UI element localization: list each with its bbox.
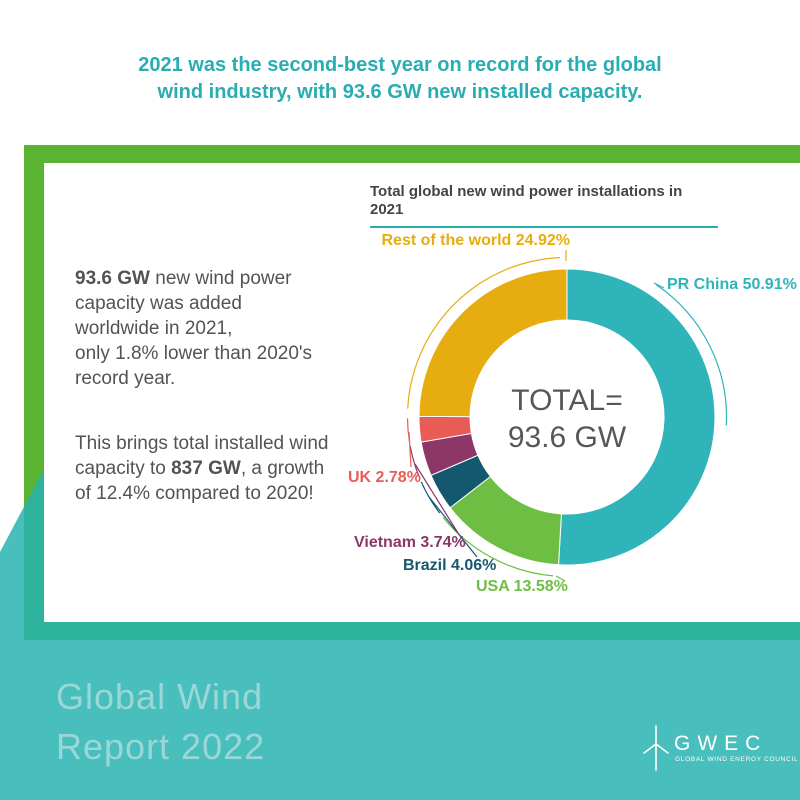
chart-title: Total global new wind power installation… <box>370 183 718 228</box>
capacity-added-bold: 93.6 GW <box>75 268 150 289</box>
summary-paragraph-2: This brings total installed wind capacit… <box>75 431 330 506</box>
label-pr-china: PR China 50.91% <box>667 276 797 293</box>
report-title: Global Wind Report 2022 <box>56 676 266 767</box>
headline: 2021 was the second-best year on record … <box>138 54 662 103</box>
label-vietnam: Vietnam 3.74% <box>354 534 466 551</box>
summary-paragraph-1: 93.6 GW new wind power capacity was adde… <box>75 266 330 391</box>
donut-center-total: TOTAL= 93.6 GW <box>507 384 627 454</box>
gwec-logo-text: GWEC <box>674 732 768 755</box>
total-capacity-bold: 837 GW <box>171 458 241 479</box>
label-brazil: Brazil 4.06% <box>403 557 497 574</box>
gwec-logo: GWEC GLOBAL WIND ENERGY COUNCIL <box>640 720 798 780</box>
gwec-logo-tagline: GLOBAL WIND ENERGY COUNCIL <box>675 756 799 763</box>
label-usa: USA 13.58% <box>476 578 568 595</box>
wind-turbine-icon <box>643 725 669 771</box>
label-rest-of-the-world: Rest of the world 24.92% <box>381 232 571 249</box>
capacity-added-text: new wind power capacity was added worldw… <box>75 268 313 389</box>
label-uk: UK 2.78% <box>348 469 421 486</box>
